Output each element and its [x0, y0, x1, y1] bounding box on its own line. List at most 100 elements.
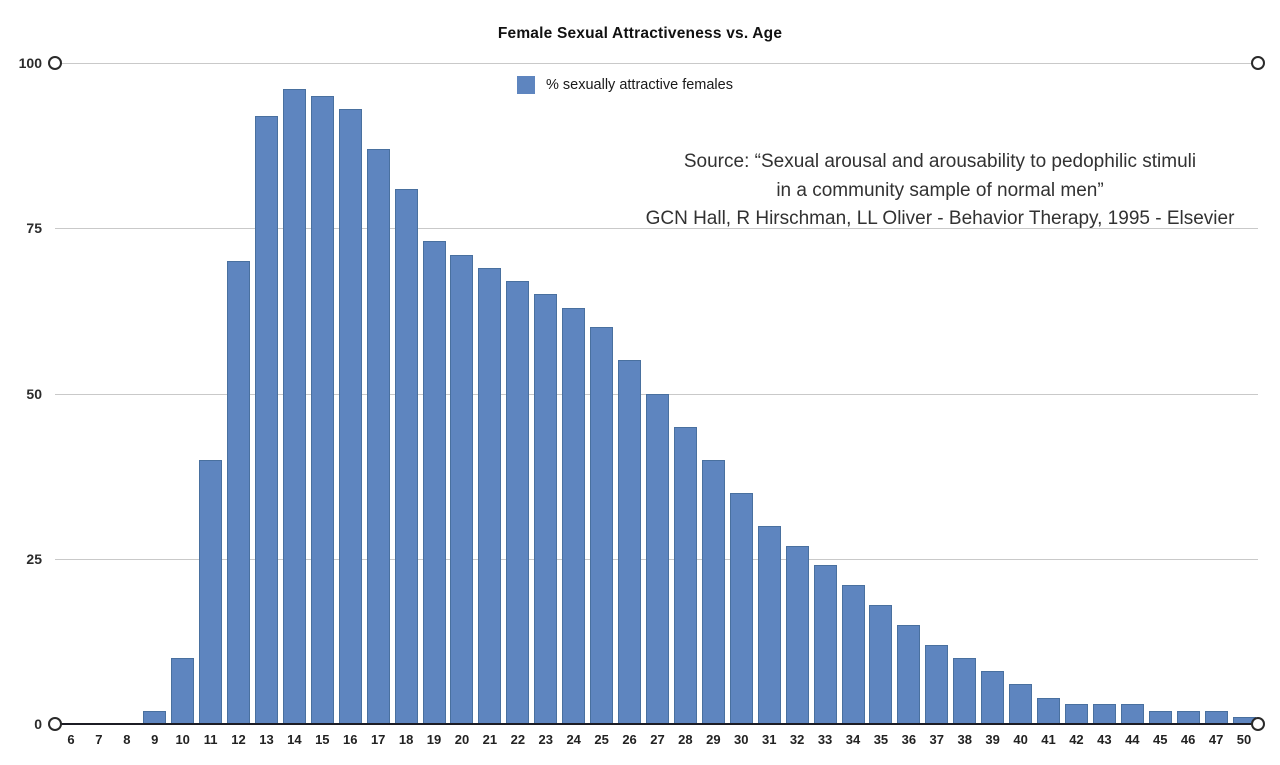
axis-handle-circle-bottom-left — [48, 717, 62, 731]
x-tick-label-19: 19 — [426, 732, 442, 747]
axis-handle-circle-top-left — [48, 56, 62, 70]
bar-age-43 — [1092, 704, 1116, 724]
x-tick-label-33: 33 — [817, 732, 833, 747]
x-tick-label-9: 9 — [151, 732, 159, 747]
x-tick-label-25: 25 — [594, 732, 609, 747]
y-tick-label-100: 100 — [18, 55, 42, 71]
x-tick-label-6: 6 — [67, 732, 75, 747]
legend-label: % sexually attractive females — [546, 77, 733, 93]
bar-age-41 — [1037, 697, 1061, 724]
source-line-3: GCN Hall, R Hirschman, LL Oliver - Behav… — [645, 208, 1235, 229]
gridline-y100 — [55, 63, 1258, 64]
bar-age-36 — [897, 624, 921, 724]
legend-swatch-icon — [517, 76, 535, 94]
bar-age-14 — [282, 89, 306, 724]
bar-age-31 — [757, 525, 781, 724]
x-tick-label-44: 44 — [1125, 732, 1140, 747]
x-tick-label-27: 27 — [650, 732, 665, 747]
bar-age-24 — [562, 307, 586, 724]
bar-age-38 — [953, 657, 977, 724]
x-tick-label-26: 26 — [622, 732, 637, 747]
bar-age-22 — [506, 281, 530, 724]
x-tick-label-23: 23 — [538, 732, 553, 747]
source-citation: Source: “Sexual arousal and arousability… — [614, 148, 1266, 234]
x-tick-label-10: 10 — [175, 732, 190, 747]
chart-title: Female Sexual Attractiveness vs. Age — [497, 25, 783, 42]
legend: % sexually attractive females — [517, 76, 733, 94]
bar-age-20 — [450, 254, 474, 724]
bar-age-46 — [1176, 710, 1200, 724]
source-line-2: in a community sample of normal men” — [776, 179, 1104, 201]
y-tick-label-25: 25 — [26, 550, 42, 567]
x-tick-label-14: 14 — [287, 732, 302, 747]
y-tick-label-50: 50 — [26, 385, 42, 402]
x-tick-label-38: 38 — [957, 732, 972, 747]
x-tick-label-29: 29 — [706, 732, 721, 747]
bar-age-17 — [366, 148, 390, 724]
bar-age-21 — [478, 267, 502, 724]
bar-age-15 — [310, 96, 334, 724]
x-tick-label-45: 45 — [1152, 732, 1168, 747]
x-tick-label-24: 24 — [566, 732, 581, 747]
bar-age-32 — [785, 545, 809, 724]
x-tick-label-34: 34 — [845, 732, 861, 747]
x-tick-label-20: 20 — [454, 732, 470, 747]
bar-age-16 — [338, 109, 362, 724]
bar-age-30 — [729, 492, 753, 724]
bar-age-44 — [1120, 704, 1144, 724]
y-tick-label-75: 75 — [26, 220, 42, 237]
x-tick-label-11: 11 — [203, 732, 218, 747]
bar-age-23 — [534, 294, 558, 724]
x-tick-label-12: 12 — [231, 732, 246, 747]
x-tick-label-16: 16 — [343, 732, 358, 747]
axis-handle-circle-top-right — [1251, 56, 1265, 70]
bar-age-9 — [143, 710, 167, 724]
gridline-y75 — [55, 228, 1258, 230]
x-tick-label-35: 35 — [873, 732, 889, 747]
bar-age-25 — [590, 327, 614, 724]
x-axis-line — [55, 723, 1258, 725]
bar-age-29 — [701, 459, 725, 724]
x-tick-label-36: 36 — [901, 732, 917, 747]
bar-age-13 — [254, 115, 278, 724]
x-tick-label-32: 32 — [789, 732, 805, 747]
x-tick-label-40: 40 — [1013, 732, 1028, 747]
x-tick-label-46: 46 — [1180, 732, 1196, 747]
x-tick-label-28: 28 — [678, 732, 693, 747]
bar-age-45 — [1148, 710, 1172, 724]
axis-handle-circle-bottom-right — [1251, 717, 1265, 731]
bar-age-39 — [981, 671, 1005, 724]
x-tick-label-21: 21 — [482, 732, 498, 747]
bar-age-10 — [171, 657, 195, 724]
source-line-1: Source: “Sexual arousal and arousability… — [683, 151, 1197, 172]
x-tick-label-31: 31 — [761, 732, 777, 747]
bar-age-47 — [1204, 710, 1228, 724]
x-tick-label-43: 43 — [1097, 732, 1112, 747]
bar-age-18 — [394, 188, 418, 724]
bar-age-37 — [925, 644, 949, 724]
x-tick-label-37: 37 — [929, 732, 945, 747]
x-tick-label-15: 15 — [315, 732, 330, 747]
bar-age-33 — [813, 565, 837, 724]
bar-age-42 — [1064, 704, 1088, 724]
bar-age-35 — [869, 605, 893, 724]
x-tick-label-8: 8 — [123, 732, 131, 747]
bar-age-11 — [199, 459, 223, 724]
x-tick-label-50: 50 — [1236, 732, 1252, 747]
bar-age-27 — [646, 393, 669, 724]
x-tick-label-18: 18 — [398, 732, 414, 747]
x-tick-label-17: 17 — [370, 732, 386, 747]
x-tick-label-39: 39 — [985, 732, 1000, 747]
x-tick-label-30: 30 — [734, 732, 749, 747]
bar-age-28 — [673, 426, 697, 724]
x-tick-label-47: 47 — [1208, 732, 1224, 747]
bar-age-26 — [618, 360, 642, 724]
bar-age-40 — [1009, 684, 1033, 724]
bar-age-34 — [841, 585, 865, 724]
x-tick-label-41: 41 — [1041, 732, 1056, 747]
x-tick-label-42: 42 — [1069, 732, 1084, 747]
x-tick-label-22: 22 — [510, 732, 526, 747]
bar-age-19 — [422, 241, 446, 724]
